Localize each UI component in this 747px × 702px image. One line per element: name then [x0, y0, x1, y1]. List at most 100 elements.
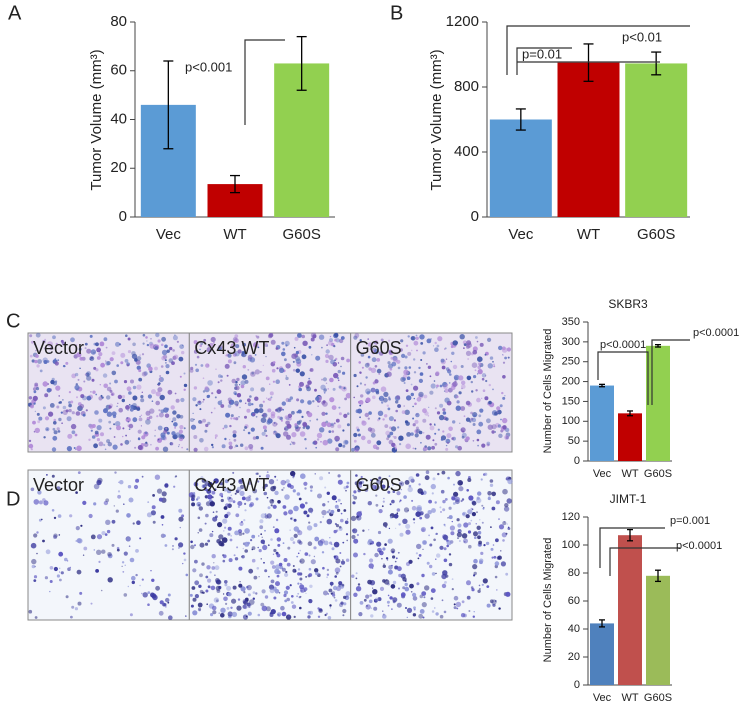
- stain-dot: [30, 487, 35, 492]
- stain-dot: [85, 409, 88, 412]
- stain-dot: [405, 529, 411, 535]
- stain-dot: [272, 421, 278, 427]
- stain-dot: [371, 357, 377, 363]
- stain-dot: [90, 349, 97, 355]
- stain-dot: [156, 437, 163, 443]
- stain-dot: [185, 615, 187, 617]
- stain-dot: [414, 419, 419, 424]
- stain-dot: [477, 530, 482, 535]
- stain-dot: [51, 447, 57, 452]
- stain-dot: [79, 404, 85, 409]
- stain-dot: [297, 539, 302, 544]
- stain-dot: [190, 540, 193, 544]
- stain-dot: [374, 365, 378, 368]
- stain-dot: [289, 529, 291, 531]
- stain-dot: [366, 391, 370, 395]
- stain-dot: [235, 344, 240, 349]
- stain-dot: [235, 513, 240, 518]
- stain-dot: [172, 355, 177, 360]
- stain-dot: [384, 424, 389, 428]
- stain-dot: [372, 395, 376, 400]
- stain-dot: [285, 570, 288, 574]
- stain-dot: [325, 359, 329, 363]
- stain-dot: [74, 607, 78, 611]
- stain-dot: [178, 433, 184, 439]
- stain-dot: [407, 351, 412, 356]
- stain-dot: [31, 340, 34, 344]
- stain-dot: [412, 596, 418, 601]
- stain-dot: [288, 384, 291, 386]
- stain-dot: [308, 345, 312, 349]
- stain-dot: [367, 355, 371, 359]
- stain-dot: [138, 417, 143, 422]
- stain-dot: [261, 605, 268, 612]
- stain-dot: [320, 384, 326, 390]
- stain-dot: [51, 509, 55, 512]
- stain-dot: [273, 596, 277, 600]
- stain-dot: [133, 484, 139, 490]
- stain-dot: [254, 396, 259, 401]
- stain-dot: [359, 416, 361, 419]
- stain-dot: [139, 415, 141, 418]
- stain-dot: [416, 582, 420, 586]
- stain-dot: [471, 501, 477, 506]
- stain-dot: [463, 347, 465, 349]
- stain-dot: [485, 541, 490, 546]
- stain-dot: [139, 537, 142, 540]
- stain-dot: [316, 438, 320, 441]
- stain-dot: [171, 431, 176, 436]
- stain-dot: [62, 364, 66, 368]
- stain-dot: [130, 404, 135, 409]
- stain-dot: [43, 347, 46, 349]
- stain-dot: [116, 548, 120, 552]
- stain-dot: [75, 491, 78, 494]
- stain-dot: [314, 568, 319, 573]
- stain-dot: [236, 486, 242, 492]
- stain-dot: [418, 483, 421, 486]
- stain-dot: [422, 616, 425, 619]
- stain-dot: [242, 342, 247, 347]
- stain-dot: [277, 543, 281, 547]
- stain-dot: [197, 532, 199, 534]
- stain-dot: [217, 400, 223, 406]
- micrograph-label: Cx43 WT: [194, 475, 269, 495]
- stain-dot: [159, 378, 162, 380]
- stain-dot: [417, 557, 420, 560]
- stain-dot: [337, 379, 340, 382]
- stain-dot: [228, 558, 233, 563]
- stain-dot: [141, 435, 146, 440]
- stain-dot: [58, 417, 62, 422]
- stain-dot: [458, 486, 464, 492]
- stain-dot: [238, 566, 243, 571]
- stain-dot: [315, 355, 321, 361]
- stain-dot: [352, 528, 358, 534]
- stain-dot: [404, 582, 408, 587]
- stain-dot: [478, 588, 481, 590]
- stain-dot: [258, 576, 260, 578]
- stain-dot: [491, 430, 495, 434]
- stain-dot: [165, 597, 170, 603]
- stain-dot: [179, 526, 181, 529]
- stain-dot: [223, 530, 225, 532]
- stain-dot: [136, 384, 142, 390]
- annotation: p<0.0001: [693, 327, 739, 339]
- stain-dot: [238, 478, 244, 485]
- stain-dot: [446, 433, 452, 439]
- stain-dot: [293, 533, 298, 539]
- stain-dot: [148, 366, 153, 372]
- stain-dot: [204, 522, 207, 525]
- stain-dot: [204, 495, 209, 499]
- stain-dot: [286, 597, 291, 602]
- stain-dot: [329, 377, 334, 383]
- stain-dot: [147, 603, 150, 606]
- stain-dot: [291, 595, 294, 598]
- stain-dot: [309, 419, 312, 422]
- stain-dot: [297, 333, 302, 338]
- stain-dot: [396, 508, 401, 512]
- stain-dot: [461, 498, 465, 501]
- stain-dot: [152, 494, 156, 497]
- stain-dot: [461, 380, 466, 385]
- stain-dot: [289, 443, 292, 446]
- stain-dot: [468, 495, 474, 501]
- stain-dot: [105, 519, 111, 525]
